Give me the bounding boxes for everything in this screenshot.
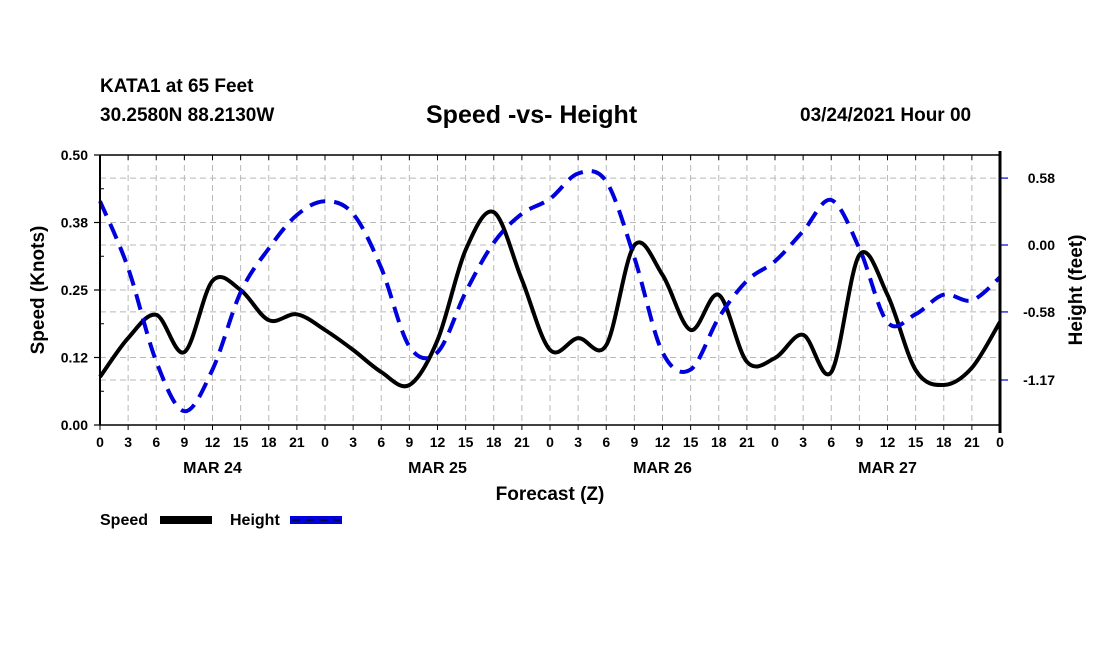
legend-label-height: Height: [230, 512, 280, 529]
x-tick-label: 0: [321, 434, 329, 450]
y2-tick-label: 0.00: [1028, 237, 1055, 253]
x-tick-label: 0: [996, 434, 1004, 450]
day-label: MAR 24: [183, 460, 242, 477]
day-label: MAR 25: [408, 460, 467, 477]
station-label: KATA1 at 65 Feet: [100, 76, 254, 97]
y2-tick-label: -0.58: [1023, 304, 1055, 320]
x-tick-label: 3: [124, 434, 132, 450]
x-tick-label: 21: [964, 434, 980, 450]
x-tick-label: 15: [908, 434, 924, 450]
y2-tick-label: 0.58: [1028, 170, 1055, 186]
x-tick-label: 15: [458, 434, 474, 450]
y-tick-label: 0.12: [61, 350, 88, 366]
x-tick-label: 0: [96, 434, 104, 450]
legend-swatch-speed: [160, 516, 212, 524]
y-axis-label: Speed (Knots): [28, 226, 49, 355]
y-tick-label: 0.00: [61, 417, 88, 433]
day-label: MAR 26: [633, 460, 692, 477]
x-tick-label: 12: [205, 434, 221, 450]
x-tick-label: 6: [827, 434, 835, 450]
x-tick-label: 18: [486, 434, 502, 450]
series-line-height: [98, 169, 1002, 414]
x-tick-label: 6: [377, 434, 385, 450]
x-tick-label: 0: [546, 434, 554, 450]
x-tick-label: 9: [180, 434, 188, 450]
legend-swatch-height: [290, 516, 342, 524]
x-tick-label: 15: [683, 434, 699, 450]
x-tick-label: 21: [289, 434, 305, 450]
chart-title: Speed -vs- Height: [426, 101, 638, 129]
x-tick-label: 3: [574, 434, 582, 450]
x-tick-label: 9: [855, 434, 863, 450]
x-tick-label: 6: [152, 434, 160, 450]
x-tick-label: 18: [261, 434, 277, 450]
x-tick-label: 21: [514, 434, 530, 450]
x-tick-label: 3: [799, 434, 807, 450]
x-tick-label: 9: [630, 434, 638, 450]
x-tick-label: 3: [349, 434, 357, 450]
legend: Speed Height: [100, 512, 342, 529]
y2-tick-label: -1.17: [1023, 372, 1055, 388]
x-axis-label: Forecast (Z): [496, 484, 605, 505]
x-tick-label: 15: [233, 434, 249, 450]
x-tick-label: 12: [880, 434, 896, 450]
series-line-speed: [98, 209, 1002, 389]
y2-axis-label: Height (feet): [1066, 235, 1087, 346]
x-tick-label: 12: [655, 434, 671, 450]
x-tick-label: 21: [739, 434, 755, 450]
grid: [100, 155, 1000, 425]
day-label: MAR 27: [858, 460, 917, 477]
axes: 0 3 6 9 12 15 18 21 0 3 6 9 12 15 18 21 0 3 6 9 12 15 18 21 0 3 6 9…: [61, 147, 1055, 477]
x-tick-label: 6: [602, 434, 610, 450]
x-tick-label: 18: [711, 434, 727, 450]
x-tick-label: 12: [430, 434, 446, 450]
coordinates-label: 30.2580N 88.2130W: [100, 105, 275, 126]
y-tick-label: 0.50: [61, 147, 88, 163]
y-tick-label: 0.25: [61, 282, 88, 298]
x-tick-label: 9: [405, 434, 413, 450]
forecast-datetime: 03/24/2021 Hour 00: [800, 105, 972, 126]
x-tick-label: 18: [936, 434, 952, 450]
x-tick-label: 0: [771, 434, 779, 450]
series-layer: [98, 169, 1002, 414]
legend-label-speed: Speed: [100, 512, 148, 529]
y-tick-label: 0.38: [61, 215, 88, 231]
